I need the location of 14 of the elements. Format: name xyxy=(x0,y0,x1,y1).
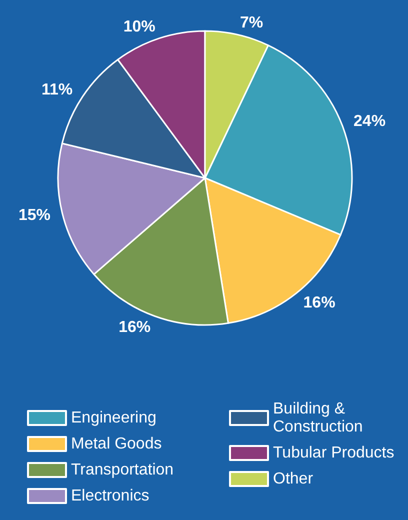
data-label: 7% xyxy=(240,14,264,32)
data-label: 15% xyxy=(18,206,50,224)
legend-label: Metal Goods xyxy=(71,436,162,452)
data-label: 16% xyxy=(303,294,336,312)
legend-label: Transportation xyxy=(71,462,174,478)
legend-label: Other xyxy=(273,470,314,488)
data-label: 24% xyxy=(354,112,386,130)
legend-label: Building & Construction xyxy=(273,400,363,436)
legend-label: Engineering xyxy=(71,410,156,426)
data-label: 11% xyxy=(41,81,73,98)
data-label: 10% xyxy=(123,18,156,36)
data-label: 16% xyxy=(118,318,151,336)
legend-label: Tubular Products xyxy=(273,444,394,462)
legend-label: Electronics xyxy=(71,488,150,504)
